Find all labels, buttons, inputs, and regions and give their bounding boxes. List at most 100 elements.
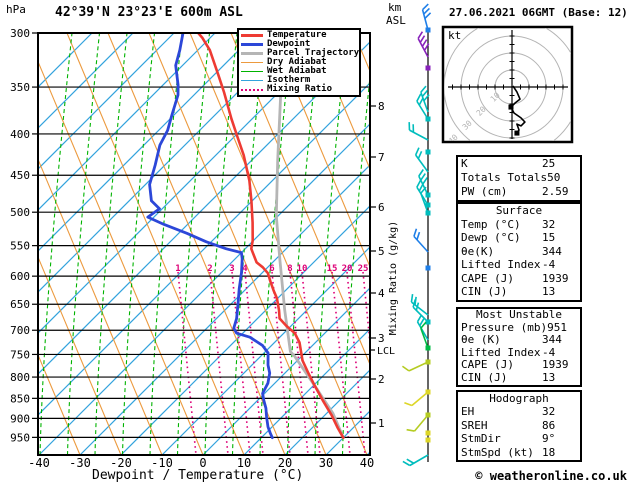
pressure-unit-label: hPa bbox=[6, 3, 26, 16]
panel-header: Hodograph bbox=[489, 392, 549, 405]
temp-tick-label: 40 bbox=[360, 456, 374, 470]
wet-adiabat-line bbox=[341, 71, 370, 455]
legend-label: Dry Adiabat bbox=[267, 57, 327, 67]
mixing-ratio-line bbox=[331, 271, 351, 455]
panel-row-value: 86 bbox=[542, 418, 556, 432]
wet-adiabat-line bbox=[398, 33, 430, 455]
wind-barb bbox=[425, 149, 431, 155]
dewpoint-curve bbox=[146, 33, 274, 440]
panel-row: CIN (J) 13 bbox=[458, 370, 580, 385]
panel-row: SREH 86 bbox=[458, 419, 580, 432]
panel-row-label: K bbox=[461, 157, 468, 170]
legend-entry: Dewpoint bbox=[241, 40, 359, 49]
panel-row-label: Pressure (mb) bbox=[461, 320, 548, 334]
km-tick-label: 2 bbox=[378, 373, 385, 386]
dry-adiabat-line bbox=[230, 33, 370, 366]
legend-swatch bbox=[241, 62, 263, 63]
legend-entry: Isotherm bbox=[241, 76, 359, 85]
wind-barb-column bbox=[401, 3, 432, 467]
dry-adiabat-line bbox=[66, 33, 245, 455]
km-tick-label: 5 bbox=[378, 245, 385, 258]
legend-entry: Parcel Trajectory bbox=[241, 49, 359, 58]
temp-tick-label: 30 bbox=[319, 456, 333, 470]
km-tick-label: 3 bbox=[378, 332, 385, 345]
mixing-ratio-value-label: 2 bbox=[207, 264, 212, 274]
pressure-tick-label: 900 bbox=[10, 412, 30, 425]
isotherm-line bbox=[284, 369, 370, 455]
panel-row-label: Lifted Index bbox=[461, 258, 541, 272]
panel-row: Totals Totals 50 bbox=[458, 171, 580, 185]
panel-row-label: CIN (J) bbox=[461, 370, 508, 384]
isotherm-line bbox=[38, 33, 175, 170]
wet-adiabat-line bbox=[314, 33, 348, 455]
mixing-ratio-value-label: 6 bbox=[269, 264, 274, 274]
mixing-ratio-line bbox=[362, 271, 370, 352]
mixing-ratio-value-label: 3 bbox=[229, 264, 234, 274]
panel-row-value: -4 bbox=[542, 258, 556, 272]
pressure-tick-label: 450 bbox=[10, 169, 30, 182]
isotherm-line bbox=[38, 33, 257, 252]
mixing-ratio-value-label: 4 bbox=[242, 264, 248, 274]
panel-row: StmDir 9° bbox=[458, 432, 580, 445]
wet-adiabat-line bbox=[176, 33, 211, 455]
dry-adiabat-line bbox=[38, 353, 81, 455]
km-tick-label: 7 bbox=[378, 151, 385, 164]
panel-row: EH 32 bbox=[458, 405, 580, 418]
hodograph-trace-marker bbox=[514, 130, 520, 136]
wind-barb bbox=[421, 3, 432, 33]
wet-adiabat-line bbox=[39, 33, 73, 455]
panel-row-label: SREH bbox=[461, 418, 488, 432]
wind-barb bbox=[417, 31, 430, 58]
index-panel: Hodograph EH 32 SREH 86 StmDir 9° StmSpd (kt) 18 bbox=[456, 390, 582, 462]
panel-row-value: 25 bbox=[542, 157, 556, 170]
dry-adiabat-line bbox=[148, 33, 327, 455]
panel-row-value: 344 bbox=[542, 244, 562, 258]
km-asl-axis: 8 7 6 5 4 3 2 1 LCL Mixing Ratio (g/kg) bbox=[370, 100, 399, 430]
isotherm-line bbox=[202, 287, 370, 455]
hodograph-ring-label: 40 bbox=[447, 133, 460, 146]
legend-swatch bbox=[241, 34, 263, 37]
wet-adiabat-line bbox=[121, 33, 156, 455]
panel-row: StmSpd (kt) 18 bbox=[458, 446, 580, 459]
mixing-axis-caption: Mixing Ratio (g/kg) bbox=[388, 221, 399, 335]
isotherm-line bbox=[38, 33, 339, 334]
copyright: © weatheronline.co.uk bbox=[475, 469, 627, 483]
index-panel: Most Unstable Pressure (mb) 951 θe (K) 344 Li… bbox=[456, 307, 582, 387]
asl-unit-label: ASL bbox=[386, 14, 406, 27]
temp-tick-label: -20 bbox=[110, 456, 132, 470]
wind-barb bbox=[416, 93, 431, 122]
mixing-ratio-value-label: 15 bbox=[327, 264, 338, 274]
wet-adiabat-line bbox=[66, 33, 101, 455]
legend-label: Parcel Trajectory bbox=[267, 48, 360, 58]
station-title: 42°39'N 23°23'E 600m ASL bbox=[55, 5, 243, 20]
panel-row-value: 13 bbox=[542, 285, 556, 299]
legend-swatch bbox=[241, 71, 263, 72]
temp-tick-label: -40 bbox=[28, 456, 50, 470]
wind-barb bbox=[418, 169, 431, 198]
panel-row-label: Dewp (°C) bbox=[461, 231, 521, 245]
hodograph-trace-marker bbox=[508, 104, 514, 110]
pressure-tick-label: 300 bbox=[10, 27, 30, 40]
panel-row-label: CIN (J) bbox=[461, 285, 508, 299]
legend-label: Isotherm bbox=[267, 75, 311, 85]
panel-row: K 25 bbox=[458, 157, 580, 171]
isotherm-line bbox=[161, 246, 370, 455]
pressure-tick-label: 800 bbox=[10, 371, 30, 384]
km-tick-label: 1 bbox=[378, 417, 385, 430]
wind-barb bbox=[420, 321, 431, 351]
pressure-axis: 300 350 400 450 500 550 600 650 700 750 800 850 900 9… bbox=[10, 27, 38, 444]
panel-row: Pressure (mb) 951 bbox=[458, 320, 580, 335]
wind-barb bbox=[425, 437, 431, 443]
mixing-ratio-line bbox=[346, 271, 366, 455]
wet-adiabat-line bbox=[286, 33, 321, 455]
panel-row-value: 18 bbox=[542, 445, 556, 459]
hodograph-unit-label: kt bbox=[448, 29, 461, 42]
wind-barb bbox=[425, 265, 431, 271]
isotherm-line bbox=[38, 123, 370, 455]
legend-label: Mixing Ratio bbox=[267, 84, 333, 94]
mixing-ratio-value-label: 1 bbox=[175, 264, 180, 274]
hodograph-frame bbox=[441, 25, 574, 144]
